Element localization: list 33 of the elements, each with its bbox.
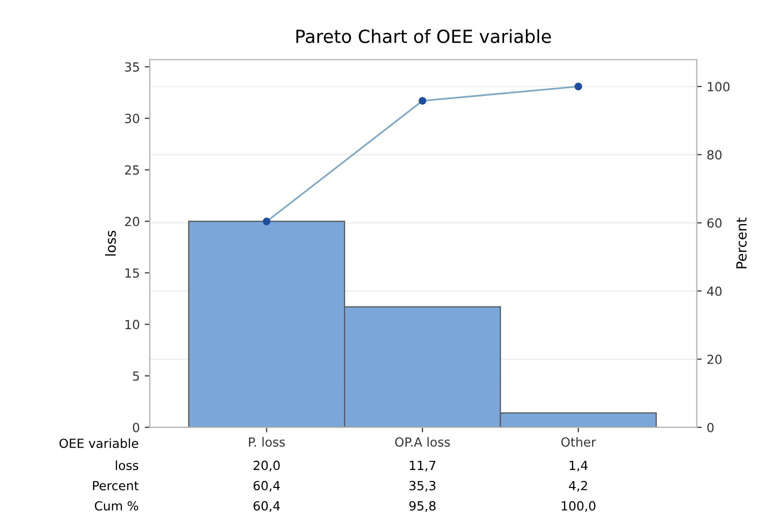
y2-tick-label: 100 — [708, 82, 730, 92]
y-tick-label: 0 — [132, 422, 140, 432]
y-tick-label: 15 — [125, 268, 139, 278]
text: 4,2 — [568, 480, 588, 492]
x-tick-label: Other — [561, 437, 596, 447]
text: Percent — [93, 481, 139, 490]
y-tick-label: 20 — [125, 216, 140, 226]
text: 60,4 — [254, 480, 280, 492]
y2-axis-title: Percent — [736, 218, 747, 268]
text: Cum % — [94, 501, 138, 511]
y2-tick-label: 40 — [707, 286, 722, 296]
data-label: 11,7 — [410, 460, 436, 472]
y-tick-label: 30 — [125, 114, 140, 124]
data-label: 60,4 — [254, 501, 280, 512]
x-axis-title: OEE variable — [59, 438, 138, 448]
y-tick-label: 10 — [125, 320, 140, 330]
chart-title: Pareto Chart of OEE variable — [296, 29, 551, 44]
data-label: 100,0 — [562, 501, 596, 512]
x-tick-label: P. loss — [249, 437, 285, 447]
y2-tick-label: 0 — [707, 422, 714, 432]
text: loss — [116, 460, 138, 470]
x-tick-label: OP.A loss — [395, 437, 450, 447]
y2-tick-label: 20 — [707, 354, 722, 364]
y-tick-label: 5 — [133, 371, 139, 381]
y2-tick-label: 80 — [707, 150, 722, 160]
text: 35,3 — [410, 480, 436, 492]
data-label: 1,4 — [570, 460, 588, 472]
y-tick-label: 35 — [125, 62, 139, 72]
y-axis-title: loss — [105, 230, 116, 256]
y2-tick-label: 60 — [707, 218, 722, 228]
data-label: 95,8 — [409, 501, 436, 512]
data-label: 20,0 — [254, 460, 280, 472]
y-tick-label: 25 — [125, 165, 139, 175]
